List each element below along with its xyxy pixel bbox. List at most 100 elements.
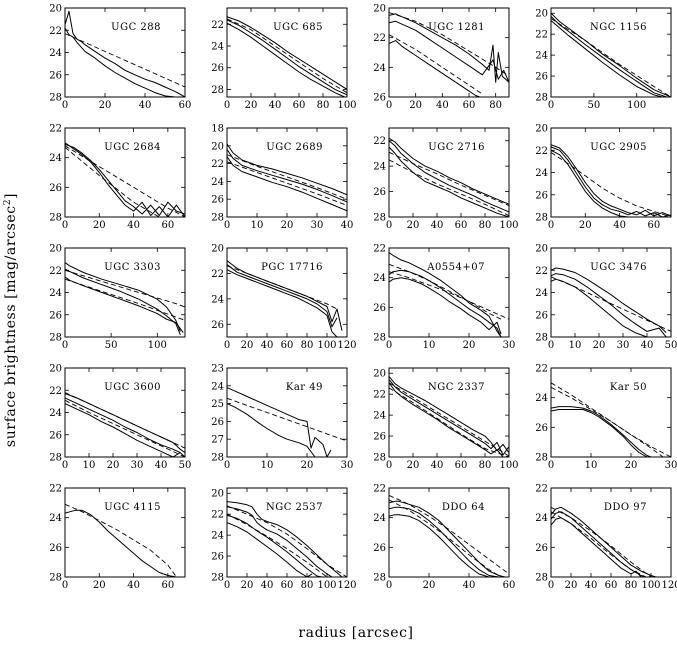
y-tick-label: 22 <box>211 159 224 170</box>
y-tick-label: 18 <box>211 124 224 135</box>
y-tick-label: 24 <box>535 513 548 524</box>
y-tick-label: 22 <box>373 484 386 495</box>
series-line-5-dashed <box>551 511 647 577</box>
y-tick-label: 26 <box>211 417 224 428</box>
x-tick-label: 20 <box>409 100 422 111</box>
x-tick-label: 0 <box>386 220 392 231</box>
y-tick-label: 24 <box>49 153 62 164</box>
series-line-1-solid <box>227 143 347 196</box>
series-line-1-solid <box>389 252 502 337</box>
x-tick-label: 40 <box>127 580 140 591</box>
panel-title: PGC 17716 <box>261 262 323 273</box>
y-tick-label: 28 <box>535 213 548 224</box>
y-tick-label: 28 <box>211 213 224 224</box>
y-tick-label: 28 <box>373 573 386 584</box>
series-line-1-solid <box>551 267 667 333</box>
y-tick-label: 20 <box>373 369 386 380</box>
y-tick-label: 26 <box>535 72 548 83</box>
panel-title: NGC 2537 <box>266 502 323 513</box>
x-tick-label: 120 <box>661 580 677 591</box>
series-line-1-solid <box>389 500 506 577</box>
series-group <box>389 376 509 457</box>
y-tick-label: 26 <box>373 303 386 314</box>
series-group <box>227 260 343 337</box>
series-line-2-solid <box>389 269 502 337</box>
series-group <box>389 12 509 97</box>
x-tick-label: 20 <box>301 460 314 471</box>
series-group <box>551 267 671 337</box>
series-line-2-solid <box>551 409 648 457</box>
x-tick-label: 10 <box>261 460 274 471</box>
y-tick-label: 22 <box>535 146 548 157</box>
y-tick-label: 26 <box>211 195 224 206</box>
panel-title: UGC 3476 <box>590 262 647 273</box>
series-line-2-solid <box>227 264 338 328</box>
panel-frame <box>388 247 510 338</box>
series-group <box>65 142 185 217</box>
y-tick-label: 22 <box>49 124 62 135</box>
series-line-4-dashed <box>551 18 671 97</box>
panel-frame <box>388 127 510 218</box>
y-tick-label: 28 <box>211 85 224 96</box>
x-tick-label: 30 <box>665 460 677 471</box>
series-group <box>551 506 657 577</box>
series-line-4-dashed <box>389 382 509 457</box>
series-line-1-solid <box>551 406 652 457</box>
x-tick-label: 40 <box>585 580 598 591</box>
series-line-3-solid <box>389 40 480 97</box>
y-tick-label: 22 <box>211 269 224 280</box>
series-line-5-dashed <box>389 34 483 95</box>
panel-title: UGC 2716 <box>428 142 485 153</box>
panel-ugc-1281: 0 20 40 60 80 20 22 24 26 UGC 1281 <box>373 4 510 111</box>
x-tick-label: 100 <box>337 100 356 111</box>
series-line-4-dashed <box>65 392 185 449</box>
series-line-2-solid <box>551 16 667 97</box>
y-axis-title-end: ] <box>3 193 19 199</box>
x-tick-label: 80 <box>479 460 492 471</box>
y-tick-label: 25 <box>211 399 224 410</box>
x-tick-label: 0 <box>548 220 554 231</box>
x-tick-label: 80 <box>317 100 330 111</box>
y-tick-label: 22 <box>49 26 62 37</box>
series-line-5-dashed <box>65 278 185 321</box>
panel-ugc-2689: 0 10 20 30 40 18 20 22 24 26 28 UGC 2689 <box>211 124 353 232</box>
y-tick-label: 20 <box>373 4 386 15</box>
panel-title: Kar 50 <box>610 382 647 393</box>
x-tick-label: 30 <box>617 340 630 351</box>
y-tick-label: 26 <box>373 432 386 443</box>
y-tick-label: 26 <box>49 430 62 441</box>
x-tick-label: 60 <box>455 460 468 471</box>
series-line-3-dashed <box>65 145 185 217</box>
y-tick-label: 20 <box>211 244 224 255</box>
x-tick-label: 100 <box>627 100 646 111</box>
y-tick-label: 26 <box>49 310 62 321</box>
y-tick-label: 28 <box>535 93 548 104</box>
x-tick-label: 50 <box>587 100 600 111</box>
series-line-2-solid <box>65 142 185 217</box>
y-tick-label: 28 <box>211 573 224 584</box>
x-tick-label: 0 <box>62 340 68 351</box>
y-tick-label: 20 <box>535 244 548 255</box>
y-tick-label: 28 <box>49 453 62 464</box>
series-line-1-solid <box>227 387 332 457</box>
series-line-1-solid <box>551 12 671 97</box>
y-tick-label: 26 <box>535 310 548 321</box>
series-line-3-solid <box>227 156 347 212</box>
x-tick-label: 80 <box>301 580 314 591</box>
series-line-5-dashed <box>389 263 502 320</box>
x-tick-label: 0 <box>62 460 68 471</box>
x-tick-label: 40 <box>463 580 476 591</box>
y-tick-label: 28 <box>535 453 548 464</box>
panel-title: NGC 2337 <box>428 382 485 393</box>
x-tick-label: 100 <box>641 580 660 591</box>
x-tick-label: 0 <box>548 340 554 351</box>
y-tick-label: 24 <box>373 63 386 74</box>
series-line-3-dashed <box>551 386 664 457</box>
series-line-2-solid <box>551 273 667 337</box>
panel-title: DDO 64 <box>442 502 485 513</box>
series-line-3-solid <box>551 149 637 217</box>
y-tick-label: 24 <box>535 51 548 62</box>
x-tick-label: 0 <box>386 100 392 111</box>
x-tick-label: 60 <box>281 580 294 591</box>
series-line-3-solid <box>65 403 181 457</box>
